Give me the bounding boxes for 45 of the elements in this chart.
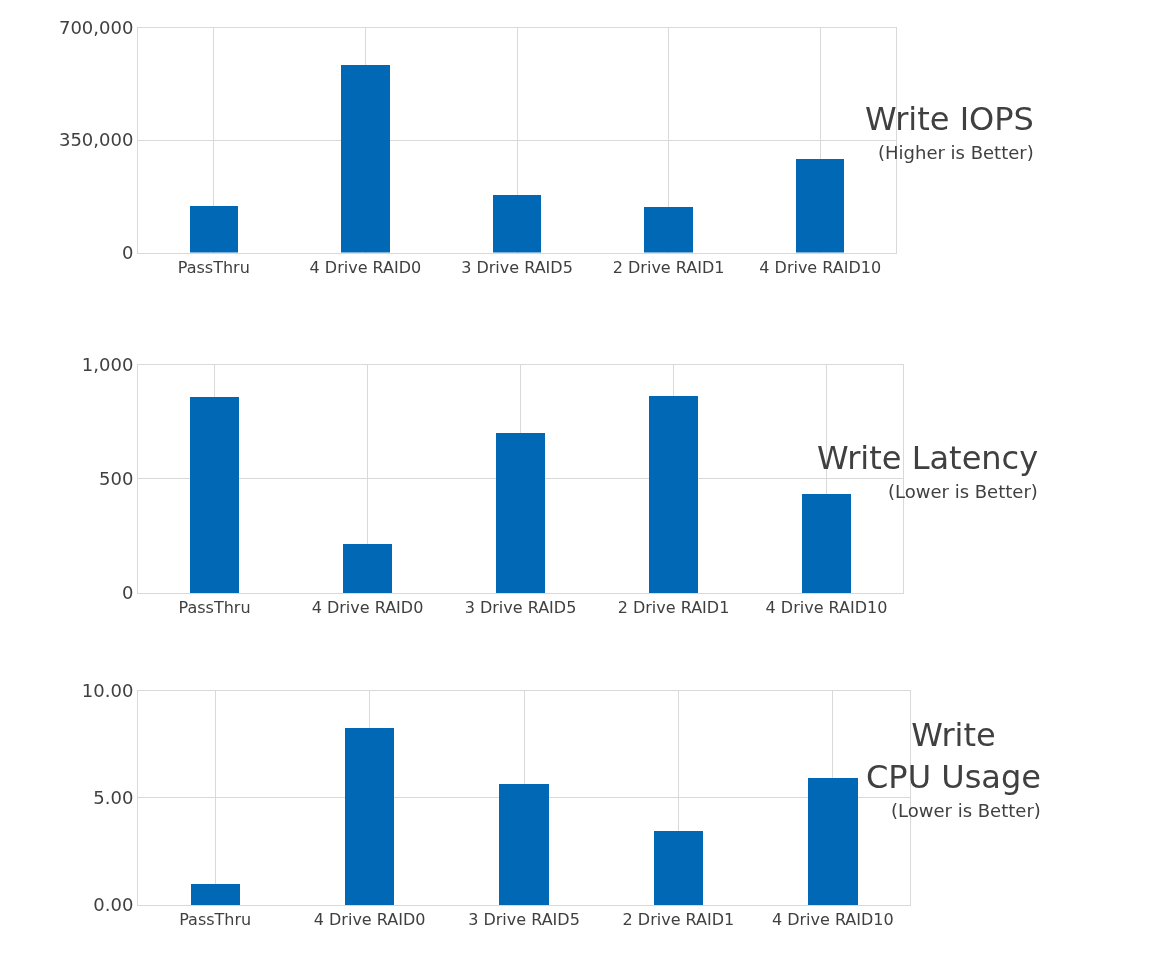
y-tick-label: 0 [121, 582, 134, 604]
y-tick-label: 0 [121, 241, 134, 263]
bar [345, 727, 394, 905]
text: (Lower is Better) [888, 481, 1038, 502]
bar [808, 777, 858, 905]
x-tick-label: 2 Drive RAID1 [612, 257, 725, 277]
x-tick-label: 4 Drive RAID0 [311, 598, 424, 618]
x-tick-label: 3 Drive RAID5 [464, 598, 577, 618]
bar [644, 206, 693, 253]
text: Write Latency [817, 439, 1039, 477]
bar [654, 830, 703, 905]
bar [343, 544, 392, 593]
x-tick-label: 4 Drive RAID0 [313, 910, 426, 930]
x-tick-label: 3 Drive RAID5 [461, 257, 573, 277]
bar [802, 494, 851, 593]
text: (Lower is Better) [891, 800, 1041, 821]
bar [496, 433, 545, 593]
bar [493, 194, 541, 253]
bar [190, 397, 239, 593]
x-tick-label: 4 Drive RAID10 [771, 910, 894, 930]
text: Write CPU Usage [866, 716, 1041, 796]
bar [190, 205, 238, 253]
bar [796, 158, 844, 253]
x-tick-label: 4 Drive RAID0 [309, 257, 422, 277]
y-tick-label: 500 [99, 468, 134, 490]
y-tick-label: 10.00 [81, 680, 134, 701]
bar [649, 396, 698, 593]
x-tick-label: 4 Drive RAID10 [765, 598, 888, 618]
x-tick-label: 4 Drive RAID10 [759, 257, 882, 277]
bar [341, 64, 390, 253]
y-tick-label: 350,000 [58, 129, 134, 151]
bar [499, 783, 549, 905]
y-tick-label: 1,000 [81, 354, 134, 376]
x-tick-label: PassThru [177, 257, 250, 277]
y-tick-label: 0.00 [93, 894, 134, 916]
x-tick-label: PassThru [179, 910, 252, 930]
text: Write IOPS [865, 100, 1034, 138]
x-tick-label: 3 Drive RAID5 [468, 910, 580, 930]
x-tick-label: PassThru [178, 598, 251, 618]
y-tick-label: 700,000 [58, 16, 134, 38]
y-tick-label: 5.00 [93, 787, 134, 809]
x-tick-label: 2 Drive RAID1 [617, 598, 730, 618]
text: (Higher is Better) [878, 142, 1034, 163]
bar [191, 883, 240, 905]
x-tick-label: 2 Drive RAID1 [622, 910, 735, 930]
